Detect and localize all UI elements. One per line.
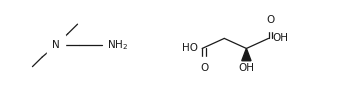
Polygon shape <box>242 48 251 61</box>
Text: O: O <box>266 15 275 25</box>
Text: HO: HO <box>182 43 198 53</box>
Text: NH$_2$: NH$_2$ <box>107 39 128 52</box>
Text: O: O <box>200 63 208 73</box>
Text: OH: OH <box>273 33 289 43</box>
Text: N: N <box>52 40 60 50</box>
Text: OH: OH <box>238 63 255 73</box>
